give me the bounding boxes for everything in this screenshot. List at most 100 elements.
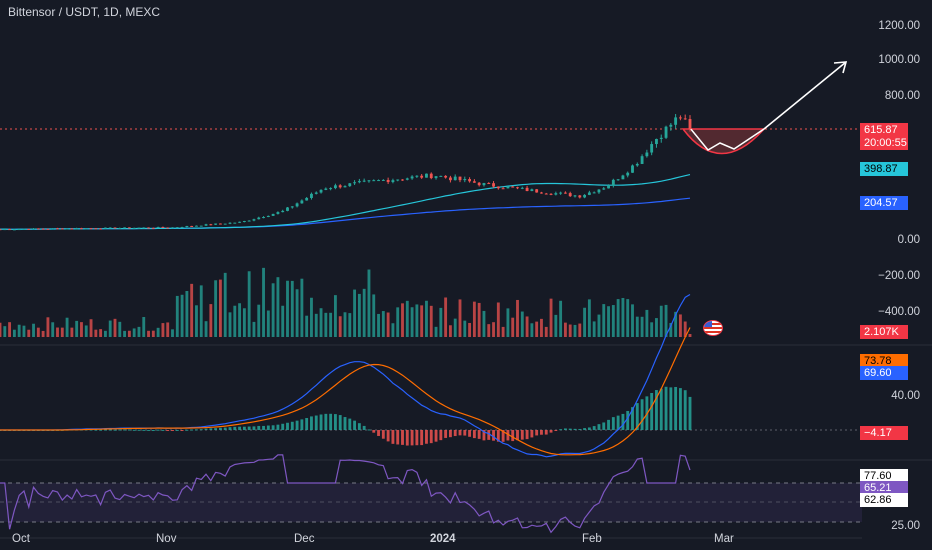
candle-body [592,192,596,194]
candle-body [530,189,534,192]
macd-histogram-bar [611,417,615,430]
volume-bar [223,272,227,337]
macd-histogram-bar [367,429,371,431]
macd-histogram-bar [458,430,462,436]
candle-body [8,229,12,231]
volume-bar [195,305,198,337]
candle-body [113,227,117,229]
macd-histogram-bar [429,430,433,444]
volume-bar [3,326,7,337]
macd-histogram-bar [156,429,160,431]
volume-bar [242,308,246,337]
volume-bar [592,321,596,337]
volume-bar [563,322,567,337]
volume-bar [333,295,337,337]
volume-bar [276,277,280,337]
candle-body [271,213,275,216]
candle-body [573,195,577,197]
volume-bar [0,322,2,337]
macd-histogram-bar [410,430,414,446]
macd-histogram-bar [386,430,390,442]
volume-bar [506,308,510,337]
volume-bar [348,313,352,337]
macd-histogram-bar [640,399,644,430]
ma-fast-line [0,174,691,230]
candle-body [348,183,352,187]
ma-fast-tag: 398.87 [860,162,908,176]
volume-bar [396,307,400,337]
macd-histogram-bar [228,427,232,430]
volume-bar [535,321,539,337]
macd-histogram-bar [276,424,280,430]
volume-bar [540,318,543,337]
volume-bar [410,307,414,337]
volume-bar [650,322,654,337]
candle-body [223,223,227,225]
volume-bar [678,314,682,337]
volume-bar [132,328,136,337]
macd-signal-line [0,327,691,456]
macd-histogram-bar [362,425,366,430]
volume-bar [151,330,155,337]
symbol-title[interactable]: Bittensor / USDT, 1D, MEXC [8,5,161,19]
rsi-tick: 25.00 [891,520,920,532]
ma-slow-line [0,197,691,230]
volume-bar [127,330,131,337]
candle-body [132,227,136,229]
volume-bar [357,293,361,337]
candle-body [247,220,251,222]
candle-body [544,193,548,195]
candle-body [683,118,687,120]
candle-body [353,182,357,184]
macd-histogram-bar [214,428,218,430]
candle-body [266,215,270,218]
candle-body [607,185,610,189]
volume-bar [525,316,529,337]
candle-body [56,228,59,230]
candle-body [492,183,495,187]
macd-histogram-bar [199,429,203,431]
macd-histogram-bar [314,415,318,430]
candle-body [525,187,529,192]
volume-bar [391,323,395,337]
macd-histogram-bar [468,430,472,437]
price-tick: 0.00 [897,234,920,246]
macd-histogram-bar [401,430,404,445]
candle-body [506,186,510,189]
candle-body [434,176,438,179]
candle-body [554,193,558,195]
macd-histogram-bar [578,428,582,430]
macd-histogram-bar [190,429,194,431]
volume-bar [377,313,380,337]
volume-bar [185,290,189,337]
candle-body [333,185,337,189]
volume-bar [549,298,553,337]
macd-histogram-bar [147,429,150,431]
volume-bar [65,317,69,337]
macd-histogram-bar [377,430,380,436]
macd-histogram-bar [324,413,328,430]
volume-bar [214,280,218,337]
us-flag-icon[interactable] [703,320,723,336]
volume-bar [501,326,505,337]
volume-bar [22,325,26,337]
macd-histogram-bar [448,430,452,438]
volume-bar [458,299,462,337]
candle-body [123,227,127,229]
candle-body [626,172,630,176]
volume-bar [362,288,366,337]
macd-histogram-bar [142,429,146,431]
volume-bar [257,304,261,337]
macd-histogram-bar [587,427,591,430]
candle-body [597,189,601,193]
volume-bar [468,322,472,337]
candle-body [89,228,93,230]
candle-body [252,219,256,221]
time-tick: Feb [582,533,602,545]
macd-histogram-bar [669,387,673,430]
time-tick: Dec [294,533,315,545]
projection-arrow-head [833,61,848,74]
macd-signal-tag: 73.78 [860,354,908,368]
macd-histogram-bar [535,430,539,436]
